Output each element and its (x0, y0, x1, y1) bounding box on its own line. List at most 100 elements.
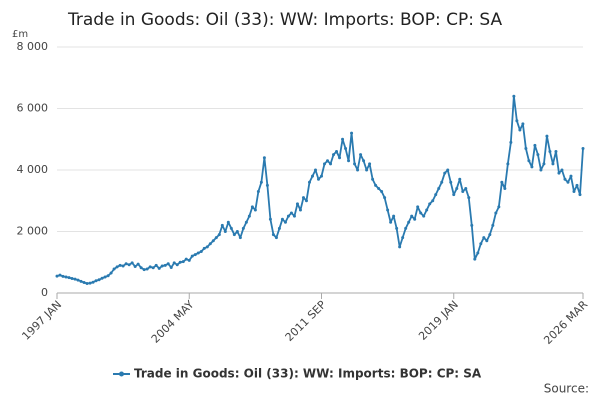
point (271, 233, 275, 237)
point (407, 220, 411, 224)
point (365, 168, 369, 172)
point (304, 199, 308, 203)
point (512, 94, 516, 98)
legend-marker (119, 371, 124, 377)
point (464, 186, 468, 190)
point (202, 246, 206, 250)
point (422, 214, 426, 218)
point (106, 274, 110, 278)
point (118, 263, 122, 267)
point (235, 230, 239, 233)
point (371, 177, 375, 181)
point (172, 261, 176, 265)
point (94, 279, 98, 283)
point (398, 245, 402, 249)
point (500, 180, 504, 184)
y-tick-label: 8 000 (17, 40, 49, 53)
point (100, 276, 104, 280)
point (136, 262, 140, 266)
point (419, 211, 423, 215)
point (431, 199, 435, 203)
point (109, 271, 113, 275)
y-tick-label: 6 000 (17, 102, 49, 115)
point (283, 220, 287, 224)
point (277, 226, 281, 230)
point (554, 150, 558, 154)
y-unit: £m (12, 29, 28, 40)
y-tick-label: 4 000 (17, 163, 49, 176)
point (64, 275, 68, 279)
point (386, 208, 390, 212)
point (124, 262, 128, 266)
point (112, 267, 116, 271)
point (115, 265, 119, 269)
x-tick-label: 1997 JAN (19, 298, 64, 343)
point (280, 217, 284, 221)
point (320, 174, 324, 178)
x-tick-label: 2004 MAY (149, 298, 197, 346)
point (458, 177, 462, 181)
point (473, 257, 477, 261)
point (253, 208, 257, 212)
point (404, 226, 408, 230)
legend-label: Trade in Goods: Oil (33): WW: Imports: B… (134, 367, 482, 381)
point (524, 146, 528, 150)
point (223, 230, 227, 233)
point (428, 202, 432, 206)
point (76, 278, 80, 282)
point (443, 171, 447, 175)
point (55, 274, 59, 278)
point (133, 265, 137, 269)
point (557, 171, 561, 175)
point (184, 257, 188, 261)
point (265, 183, 269, 187)
point (560, 168, 564, 172)
point (220, 223, 224, 227)
point (503, 186, 507, 190)
point (335, 150, 339, 154)
point (344, 146, 348, 150)
point (82, 281, 86, 285)
point (533, 143, 537, 147)
point (145, 267, 149, 271)
point (437, 186, 441, 190)
point (268, 217, 272, 221)
point (151, 266, 155, 270)
point (569, 174, 573, 178)
point (545, 134, 549, 138)
chart-title: Trade in Goods: Oil (33): WW: Imports: B… (67, 10, 503, 30)
point (326, 159, 330, 163)
point (338, 156, 342, 160)
point (241, 226, 245, 230)
point (347, 159, 351, 163)
point (395, 226, 399, 230)
x-tick-label: 2019 JAN (416, 298, 461, 343)
point (383, 196, 387, 200)
point (247, 214, 251, 218)
point (392, 214, 396, 218)
y-tick-label: 0 (41, 286, 48, 299)
x-tick-label: 2011 SEP (283, 298, 329, 344)
point (416, 205, 420, 209)
point (542, 162, 546, 166)
point (359, 153, 363, 157)
point (323, 162, 327, 166)
point (485, 239, 489, 243)
point (175, 263, 179, 267)
point (238, 236, 242, 240)
point (518, 128, 522, 132)
point (491, 223, 495, 227)
point (289, 211, 293, 215)
point (353, 162, 357, 166)
point (332, 153, 336, 157)
point (377, 186, 381, 190)
source: Source: (544, 382, 589, 396)
point (316, 177, 320, 181)
point (256, 190, 260, 194)
point (425, 208, 429, 212)
point (341, 137, 345, 141)
point (566, 180, 570, 184)
point (380, 190, 384, 194)
point (58, 273, 62, 277)
point (581, 146, 585, 150)
